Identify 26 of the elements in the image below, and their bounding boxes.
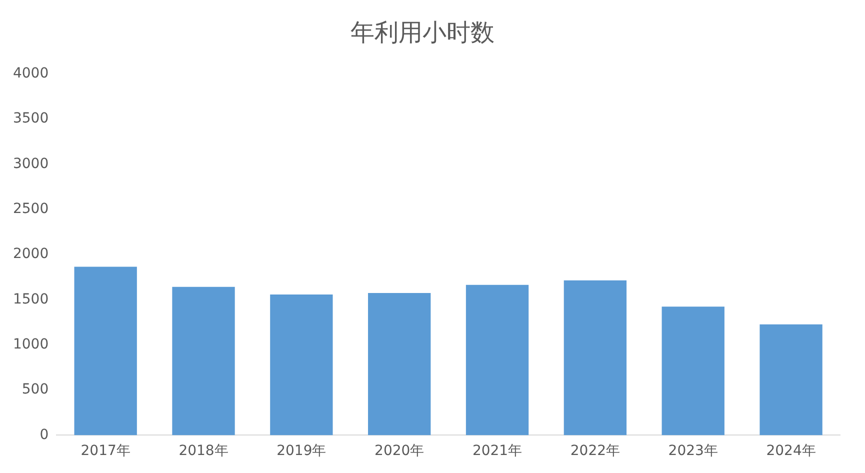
y-tick-label: 0 bbox=[40, 426, 49, 443]
y-tick-label: 3000 bbox=[12, 156, 49, 172]
bar bbox=[466, 284, 529, 436]
x-tick-label: 2021年 bbox=[472, 443, 522, 460]
x-tick-label: 2018年 bbox=[178, 443, 228, 460]
bar bbox=[564, 280, 627, 436]
y-tick-label: 3500 bbox=[12, 110, 49, 127]
x-tick-label: 2017年 bbox=[80, 443, 130, 460]
x-tick-label: 2019年 bbox=[276, 443, 326, 460]
x-tick-label: 2022年 bbox=[570, 443, 620, 460]
chart-title: 年利用小时数 bbox=[350, 18, 494, 47]
y-tick-label: 500 bbox=[22, 382, 49, 398]
x-tick-label: 2023年 bbox=[668, 443, 718, 460]
y-tick-label: 2000 bbox=[12, 246, 49, 262]
bar bbox=[270, 294, 333, 436]
bar bbox=[172, 286, 235, 436]
y-tick-label: 1500 bbox=[12, 291, 49, 308]
bar bbox=[662, 306, 724, 436]
bar bbox=[368, 292, 431, 436]
y-tick-label: 2500 bbox=[12, 200, 49, 217]
x-tick-label: 2024年 bbox=[766, 443, 816, 460]
x-tick-label: 2020年 bbox=[374, 443, 424, 460]
y-tick-label: 4000 bbox=[12, 65, 49, 82]
y-tick-label: 1000 bbox=[12, 336, 49, 352]
bar bbox=[760, 324, 822, 436]
bar bbox=[74, 266, 137, 436]
